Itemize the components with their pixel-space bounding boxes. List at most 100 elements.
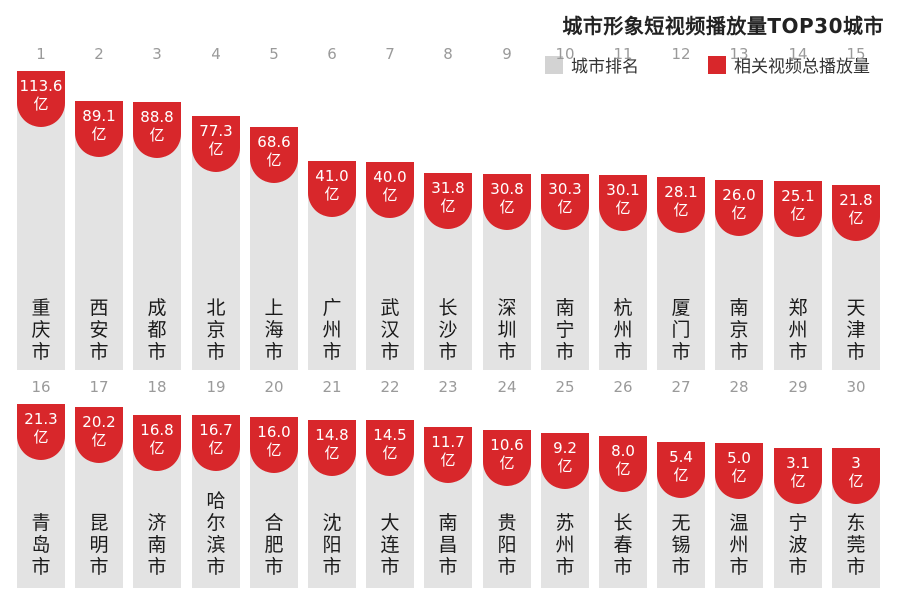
value-badge: 41.0 亿 [308,161,356,217]
unit-label: 亿 [557,457,573,475]
legend-label-rank: 城市排名 [571,57,639,77]
value-badge: 26.0 亿 [715,180,763,236]
bar-column: 23 11.7 亿南 昌 市 [424,378,472,588]
city-label: 宁 波 市 [788,512,808,578]
bar-column: 9 30.8 亿深 圳 市 [483,45,531,370]
value-badge: 5.4 亿 [657,442,705,498]
city-label: 无 锡 市 [671,512,691,578]
unit-label: 亿 [266,151,282,169]
city-label: 苏 州 市 [555,512,575,578]
bar-column: 30 3 亿东 莞 市 [832,378,880,588]
value-badge: 113.6 亿 [17,71,65,127]
city-label: 昆 明 市 [89,512,109,578]
value-badge: 30.3 亿 [541,174,589,230]
value-badge: 25.1 亿 [774,181,822,237]
value-badge: 30.8 亿 [483,174,531,230]
bar-column: 21 14.8 亿沈 阳 市 [308,378,356,588]
city-label: 沈 阳 市 [322,512,342,578]
rank-label: 16 [31,378,51,396]
bar-column: 6 41.0 亿广 州 市 [308,45,356,370]
legend-label-plays: 相关视频总播放量 [734,57,870,77]
rank-label: 6 [327,45,337,63]
city-label: 长 沙 市 [438,297,458,363]
value-label: 11.7 [431,433,465,451]
rank-label: 13 [729,45,749,63]
value-label: 14.8 [315,426,349,444]
value-badge: 40.0 亿 [366,162,414,218]
value-badge: 8.0 亿 [599,436,647,492]
city-label: 厦 门 市 [671,297,691,363]
bar-column: 26 8.0 亿长 春 市 [599,378,647,588]
unit-label: 亿 [440,451,456,469]
rank-label: 24 [497,378,517,396]
city-label: 哈 尔 滨 市 [206,490,226,578]
bar-column: 24 10.6 亿贵 阳 市 [483,378,531,588]
legend-item-plays: 相关视频总播放量 [708,52,870,77]
value-label: 77.3 [199,122,233,140]
value-label: 5.4 [669,448,693,466]
rank-label: 17 [89,378,109,396]
value-badge: 14.5 亿 [366,420,414,476]
value-label: 16.7 [199,421,233,439]
value-label: 30.3 [548,180,582,198]
city-label: 西 安 市 [89,297,109,363]
city-label: 合 肥 市 [264,512,284,578]
bar-column: 10 30.3 亿南 宁 市 [541,45,589,370]
bar-column: 28 5.0 亿温 州 市 [715,378,763,588]
unit-label: 亿 [33,428,49,446]
bar-column: 11 30.1 亿杭 州 市 [599,45,647,370]
rank-label: 5 [269,45,279,63]
rank-label: 4 [211,45,221,63]
value-label: 9.2 [553,439,577,457]
rank-label: 20 [264,378,284,396]
value-label: 40.0 [373,168,407,186]
value-badge: 3.1 亿 [774,448,822,504]
value-label: 8.0 [611,442,635,460]
value-label: 88.8 [140,108,174,126]
value-label: 14.5 [373,426,407,444]
value-label: 16.0 [257,423,291,441]
bar-column: 18 16.8 亿济 南 市 [133,378,181,588]
city-label: 青 岛 市 [31,512,51,578]
bar-column: 20 16.0 亿合 肥 市 [250,378,298,588]
bar-column: 8 31.8 亿长 沙 市 [424,45,472,370]
rank-label: 7 [385,45,395,63]
rank-label: 14 [788,45,808,63]
city-label: 北 京 市 [206,297,226,363]
bar-column: 16 21.3 亿青 岛 市 [17,378,65,588]
value-label: 10.6 [490,436,524,454]
rank-label: 12 [671,45,691,63]
value-badge: 5.0 亿 [715,443,763,499]
unit-label: 亿 [382,444,398,462]
value-label: 21.3 [24,410,58,428]
chart-title: 城市形象短视频播放量TOP30城市 [562,14,884,38]
rank-label: 21 [322,378,342,396]
chart-row-2: 16 21.3 亿青 岛 市 17 20.2 亿昆 明 市 18 16.8 亿济 南 市 19 16… [0,378,906,588]
legend-item-rank: 城市排名 [545,52,639,77]
value-label: 25.1 [781,187,815,205]
legend-swatch-plays [708,55,726,74]
unit-label: 亿 [33,95,49,113]
rank-label: 27 [671,378,691,396]
value-badge: 9.2 亿 [541,433,589,489]
value-label: 30.8 [490,180,524,198]
unit-label: 亿 [324,444,340,462]
city-label: 南 宁 市 [555,297,575,363]
bar-column: 13 26.0 亿南 京 市 [715,45,763,370]
city-label: 贵 阳 市 [497,512,517,578]
unit-label: 亿 [440,197,456,215]
unit-label: 亿 [382,186,398,204]
unit-label: 亿 [615,460,631,478]
rank-label: 18 [147,378,167,396]
unit-label: 亿 [790,205,806,223]
rank-label: 9 [502,45,512,63]
legend-swatch-rank [545,55,563,74]
value-badge: 31.8 亿 [424,173,472,229]
rank-label: 23 [438,378,458,396]
value-badge: 88.8 亿 [133,102,181,158]
value-badge: 89.1 亿 [75,101,123,157]
bar-column: 29 3.1 亿宁 波 市 [774,378,822,588]
value-label: 113.6 [19,77,63,95]
value-badge: 21.3 亿 [17,404,65,460]
